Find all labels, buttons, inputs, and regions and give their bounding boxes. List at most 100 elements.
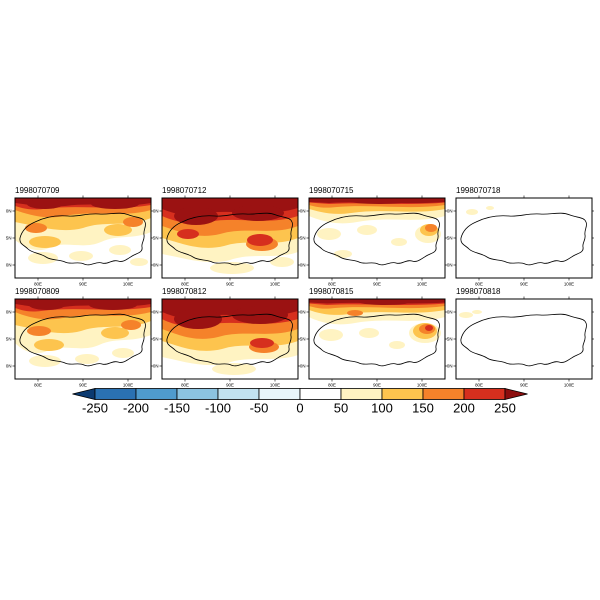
map-svg: 40N 35N 30N 80E 90E 100E — [447, 296, 594, 388]
plateau-outline — [460, 313, 587, 367]
lon-tick-label: 100E — [417, 282, 427, 287]
lon-tick-label: 80E — [328, 383, 336, 388]
lon-tick-label: 100E — [123, 282, 133, 287]
colorbar-segment — [463, 388, 506, 400]
precip-fill-layers — [309, 299, 445, 349]
lat-tick-label: 30N — [300, 263, 306, 268]
plateau-outline — [166, 212, 293, 266]
precip-contour — [174, 309, 222, 329]
precip-fill-layers — [15, 299, 151, 367]
lat-tick-label: 40N — [6, 310, 12, 315]
colorbar-segment — [135, 388, 178, 400]
precip-contour — [232, 306, 288, 324]
precip-contour — [25, 223, 47, 233]
lat-tick-label: 35N — [153, 236, 159, 241]
lat-tick-label: 40N — [447, 310, 453, 315]
map-panel: 1998070818 40N 35N 30N 80E 90E 100E — [447, 287, 594, 388]
panel-timestamp-label: 1998070718 — [456, 186, 501, 195]
lat-tick-label: 30N — [6, 364, 12, 369]
precip-contour — [486, 206, 494, 210]
precip-contour — [319, 329, 343, 341]
precip-contour — [425, 325, 433, 331]
lon-tick-label: 80E — [328, 282, 336, 287]
lat-tick-label: 35N — [300, 236, 306, 241]
map-svg: 40N 35N 30N 80E 90E 100E — [153, 296, 300, 388]
plateau-outline — [19, 313, 146, 367]
lon-tick-label: 90E — [226, 383, 234, 388]
lon-tick-label: 90E — [373, 383, 381, 388]
lon-tick-label: 100E — [564, 282, 574, 287]
lat-tick-label: 40N — [6, 209, 12, 214]
colorbar-segment — [422, 388, 465, 400]
colorbar-tick-label: -250 — [82, 401, 108, 416]
colorbar-tick-label: -150 — [164, 401, 190, 416]
precip-contour — [104, 224, 132, 236]
colorbar-tick-label: 250 — [494, 401, 516, 416]
precip-contour — [232, 205, 284, 221]
lon-tick-label: 100E — [270, 383, 280, 388]
precip-contour — [359, 328, 379, 338]
colorbar: -250 -200 -150 -100 -50 0 50 100 150 200 250 — [72, 387, 528, 416]
lat-tick-label: 35N — [300, 337, 306, 342]
lat-tick-label: 40N — [447, 209, 453, 214]
precip-contour — [270, 257, 294, 267]
colorbar-left-arrow — [72, 387, 96, 401]
lon-tick-label: 100E — [564, 383, 574, 388]
colorbar-tick-label: -50 — [250, 401, 269, 416]
colorbar-segment — [340, 388, 383, 400]
lat-tick-label: 35N — [447, 337, 453, 342]
panel-timestamp-label: 1998070712 — [162, 186, 207, 195]
colorbar-segment — [258, 388, 301, 400]
plateau-outline — [460, 212, 587, 266]
precip-contour — [357, 225, 377, 235]
precip-contour — [69, 251, 93, 261]
precip-contour — [391, 238, 407, 246]
lat-tick-label: 30N — [447, 364, 453, 369]
panel-timestamp-label: 1998070815 — [309, 287, 354, 296]
map-panel: 1998070718 40N 35N 30N 80E 90E 100E — [447, 186, 594, 287]
plateau-outline — [166, 313, 293, 367]
map-panel: 1998070812 40N 35N 30N 80E 90E 100E — [153, 287, 300, 388]
map-panel: 1998070809 40N 35N 30N 80E 90E 100E — [6, 287, 153, 388]
map-panel: 1998070715 40N 35N 30N 80E 90E 100E — [300, 186, 447, 287]
panel-timestamp-label: 1998070715 — [309, 186, 354, 195]
precip-fill-layers — [162, 198, 298, 274]
lat-tick-label: 40N — [153, 209, 159, 214]
precip-fill-layers — [309, 198, 445, 258]
precip-contour — [121, 320, 141, 330]
lat-tick-label: 30N — [6, 263, 12, 268]
lat-tick-label: 35N — [6, 236, 12, 241]
precip-contour — [247, 234, 273, 246]
map-panel: 1998070712 40N 35N 30N 80E 90E 100E — [153, 186, 300, 287]
panel-timestamp-label: 1998070818 — [456, 287, 501, 296]
precip-contour — [389, 341, 405, 349]
lon-tick-label: 80E — [181, 282, 189, 287]
precip-contour — [91, 199, 139, 209]
precip-fill-layers — [162, 299, 298, 375]
precip-contour — [334, 250, 352, 258]
precip-contour — [75, 354, 99, 364]
lon-tick-label: 90E — [226, 282, 234, 287]
map-svg: 40N 35N 30N 80E 90E 100E — [447, 195, 594, 287]
precip-fill-layers — [466, 206, 494, 215]
map-svg: 40N 35N 30N 80E 90E 100E — [300, 296, 447, 388]
lon-tick-label: 80E — [475, 383, 483, 388]
lat-tick-label: 30N — [447, 263, 453, 268]
lon-tick-label: 100E — [417, 383, 427, 388]
lon-tick-label: 80E — [181, 383, 189, 388]
plateau-outline — [313, 313, 440, 367]
lon-tick-label: 90E — [373, 282, 381, 287]
colorbar-tick-label: 0 — [296, 401, 303, 416]
map-svg: 40N 35N 30N 80E 90E 100E — [6, 296, 153, 388]
plateau-outline — [313, 212, 440, 266]
lat-tick-label: 40N — [300, 310, 306, 315]
colorbar-tick-label: 150 — [412, 401, 434, 416]
colorbar-tick-label: -100 — [205, 401, 231, 416]
colorbar-tick-label: 100 — [371, 401, 393, 416]
precip-contour — [212, 363, 256, 375]
colorbar-tick-label: 200 — [453, 401, 475, 416]
lon-tick-label: 90E — [520, 383, 528, 388]
lon-tick-label: 90E — [520, 282, 528, 287]
lon-tick-label: 80E — [34, 282, 42, 287]
